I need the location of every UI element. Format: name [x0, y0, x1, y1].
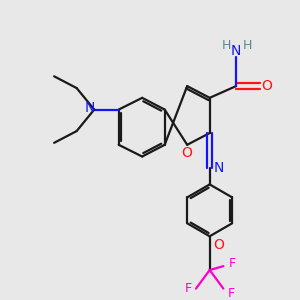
Text: F: F [229, 257, 236, 270]
Text: O: O [213, 238, 224, 252]
Text: N: N [84, 100, 94, 115]
Text: F: F [184, 282, 192, 295]
Text: H: H [243, 38, 253, 52]
Text: O: O [182, 146, 193, 160]
Text: N: N [213, 161, 224, 175]
Text: F: F [228, 287, 235, 300]
Text: N: N [231, 44, 241, 58]
Text: H: H [222, 38, 231, 52]
Text: O: O [261, 79, 272, 93]
